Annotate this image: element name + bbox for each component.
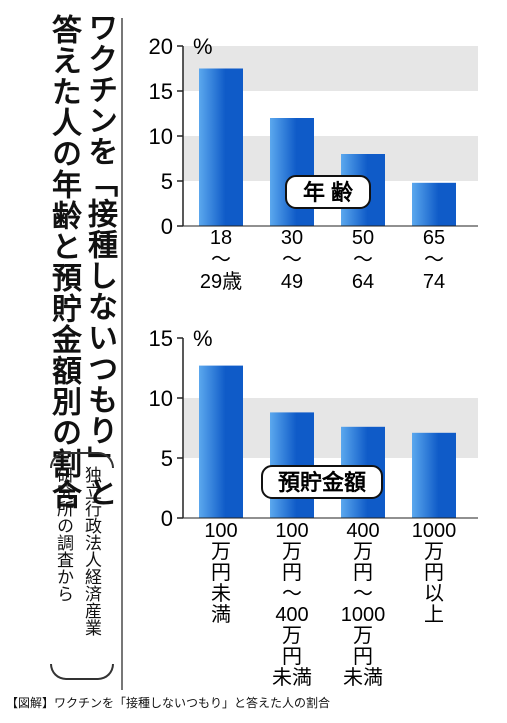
y-tick-label: 10 <box>149 386 173 411</box>
y-tick-label: 15 <box>149 79 173 104</box>
bar <box>270 118 314 226</box>
age-chart: 0 5 10 15 20 % 18 ～ 29歳 30 ～ 49 50 ～ 64 65 ～ 74 年 齢 <box>149 34 478 293</box>
bar <box>199 68 243 226</box>
y-tick-label: 5 <box>161 169 173 194</box>
chart-title-box <box>285 175 371 209</box>
caption: 【図解】ワクチンを「接種しないつもり」と答えた人の割合 <box>6 696 331 710</box>
category-label: 65 ～ 74 <box>423 227 445 293</box>
savings-chart: 0 5 10 15 % 100 万円未満 100 万円～ 400 万円未満 400 万円～ 1000 万円未… <box>149 326 478 689</box>
unit-label: % <box>193 326 213 351</box>
bar <box>412 182 456 226</box>
category-label: 50 ～ 64 <box>352 227 374 293</box>
bar <box>199 365 243 518</box>
category-label: 100 万円～ 400 万円未満 <box>272 520 312 689</box>
y-tick-label: 5 <box>161 446 173 471</box>
chart-title-box <box>261 465 383 499</box>
title-line-2: 答えた人の年齢と預貯金額別の割合 <box>46 14 81 510</box>
category-label: 30 ～ 49 <box>281 227 303 293</box>
category-label: 100 万円未満 <box>204 520 237 626</box>
category-label: 400 万円～ 1000 万円未満 <box>341 520 386 689</box>
title-line-1: ワクチンを「接種しないつもり」と <box>82 12 117 508</box>
bar <box>412 432 456 518</box>
chart-title: 年 齢 <box>303 180 354 205</box>
y-tick-label: 20 <box>149 34 173 59</box>
category-label: 18 ～ 29歳 <box>200 227 242 293</box>
y-tick-label: 0 <box>161 506 173 531</box>
unit-label: % <box>193 34 213 59</box>
source-line-1: 独立行政法人経済産業 <box>81 466 101 636</box>
chart-title: 預貯金額 <box>278 470 366 495</box>
y-tick-label: 0 <box>161 214 173 239</box>
y-tick-label: 10 <box>149 124 173 149</box>
divider <box>121 18 123 690</box>
category-label: 1000 万円以上 <box>412 520 457 626</box>
source-line-2: 研究所の調査から <box>53 466 73 602</box>
y-tick-label: 15 <box>149 326 173 351</box>
